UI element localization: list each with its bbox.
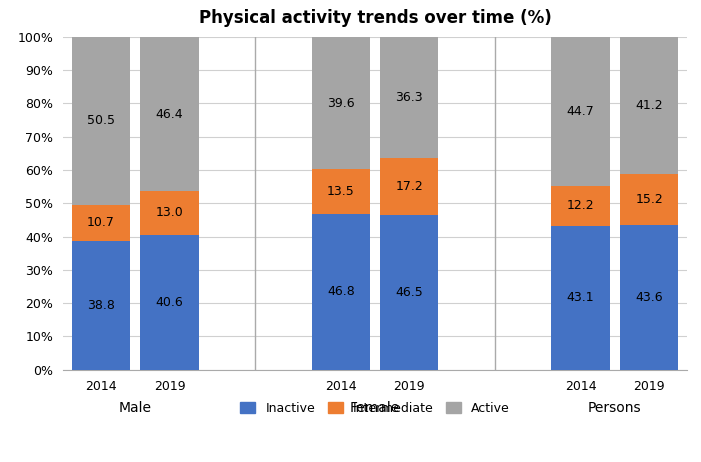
Text: 38.8: 38.8: [87, 298, 115, 311]
Bar: [140, 235, 198, 370]
Text: Female: Female: [350, 401, 400, 415]
Text: 46.5: 46.5: [395, 286, 423, 299]
Bar: [552, 186, 610, 226]
Text: 50.5: 50.5: [87, 115, 115, 128]
Bar: [380, 37, 438, 158]
Text: 13.0: 13.0: [156, 207, 184, 219]
Text: Persons: Persons: [588, 401, 641, 415]
Bar: [72, 205, 130, 241]
Text: 12.2: 12.2: [567, 200, 594, 213]
Text: 43.6: 43.6: [635, 291, 663, 304]
Bar: [380, 158, 438, 215]
Legend: Inactive, Intermediate, Active: Inactive, Intermediate, Active: [236, 397, 515, 420]
Bar: [552, 37, 610, 186]
Text: 36.3: 36.3: [395, 91, 423, 104]
Text: 15.2: 15.2: [635, 193, 663, 206]
Text: 46.8: 46.8: [327, 285, 355, 298]
Bar: [140, 191, 198, 235]
Text: Male: Male: [118, 401, 151, 415]
Text: 41.2: 41.2: [635, 99, 663, 112]
Bar: [312, 214, 370, 370]
Bar: [620, 225, 679, 370]
Bar: [380, 215, 438, 370]
Text: 39.6: 39.6: [327, 97, 355, 109]
Bar: [312, 37, 370, 169]
Text: 10.7: 10.7: [87, 216, 115, 229]
Bar: [620, 37, 679, 174]
Bar: [312, 169, 370, 214]
Text: 44.7: 44.7: [566, 105, 594, 118]
Bar: [620, 174, 679, 225]
Text: 43.1: 43.1: [567, 292, 594, 304]
Text: 13.5: 13.5: [327, 185, 355, 198]
Text: 17.2: 17.2: [395, 180, 423, 193]
Bar: [552, 226, 610, 370]
Bar: [72, 241, 130, 370]
Bar: [140, 37, 198, 191]
Title: Physical activity trends over time (%): Physical activity trends over time (%): [198, 9, 552, 27]
Text: 40.6: 40.6: [156, 296, 184, 309]
Bar: [72, 37, 130, 205]
Text: 46.4: 46.4: [156, 108, 183, 121]
